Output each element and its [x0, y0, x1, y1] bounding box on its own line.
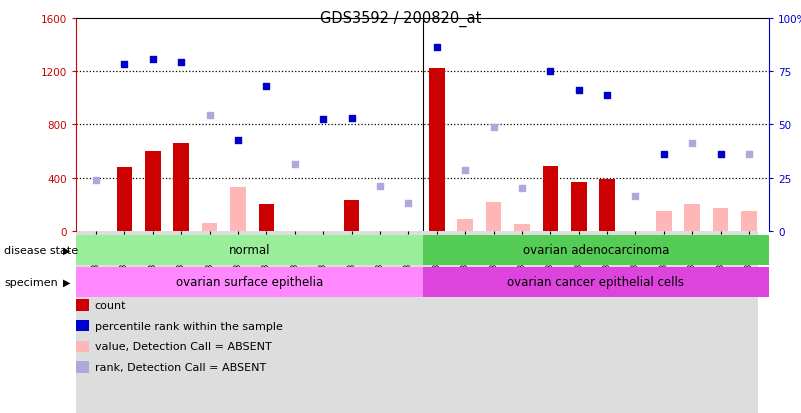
Point [175, 59, 187, 66]
Bar [599, 179, 615, 231]
Point [743, 151, 755, 157]
Point [147, 57, 159, 63]
Point [544, 69, 557, 75]
Point [658, 151, 670, 157]
Bar [485, 202, 501, 231]
Point [373, 183, 386, 190]
Point [288, 161, 301, 168]
Bar [202, 223, 217, 231]
Bar [741, 211, 757, 231]
Point [714, 152, 727, 158]
Text: GDS3592 / 200820_at: GDS3592 / 200820_at [320, 10, 481, 26]
Bar [457, 219, 473, 231]
Point [686, 140, 698, 147]
Point [345, 115, 358, 121]
Bar [713, 208, 728, 231]
Text: normal: normal [228, 244, 270, 257]
Bar [514, 225, 529, 231]
Bar [542, 166, 558, 231]
Point [487, 124, 500, 131]
Point [402, 200, 415, 206]
Bar [429, 69, 445, 231]
Text: ▶: ▶ [63, 277, 70, 287]
Point [118, 62, 131, 69]
Bar [422, 235, 769, 265]
Text: specimen: specimen [4, 277, 58, 287]
Text: ▶: ▶ [63, 245, 70, 255]
Text: ovarian surface epithelia: ovarian surface epithelia [175, 275, 323, 289]
Text: ovarian cancer epithelial cells: ovarian cancer epithelial cells [507, 275, 684, 289]
Bar [173, 144, 189, 231]
Bar [259, 205, 274, 231]
Text: count: count [95, 300, 126, 310]
Text: ovarian adenocarcinoma: ovarian adenocarcinoma [522, 244, 669, 257]
Text: percentile rank within the sample: percentile rank within the sample [95, 321, 283, 331]
Point [316, 116, 329, 123]
Point [572, 87, 585, 94]
Text: disease state: disease state [4, 245, 78, 255]
Bar [422, 267, 769, 297]
Point [629, 193, 642, 200]
Text: value, Detection Call = ABSENT: value, Detection Call = ABSENT [95, 342, 272, 351]
Point [601, 93, 614, 99]
Text: rank, Detection Call = ABSENT: rank, Detection Call = ABSENT [95, 362, 266, 372]
Bar [76, 267, 422, 297]
Bar [76, 235, 422, 265]
Bar [656, 211, 672, 231]
Point [231, 138, 244, 144]
Point [516, 185, 529, 192]
Bar [685, 205, 700, 231]
Bar [230, 188, 246, 231]
Point [430, 45, 443, 51]
Bar [117, 168, 132, 231]
Point [203, 112, 216, 119]
Bar [344, 201, 360, 231]
Point [260, 83, 273, 90]
Bar [145, 152, 160, 231]
Point [459, 167, 472, 173]
Point [90, 178, 103, 184]
Bar [571, 182, 586, 231]
